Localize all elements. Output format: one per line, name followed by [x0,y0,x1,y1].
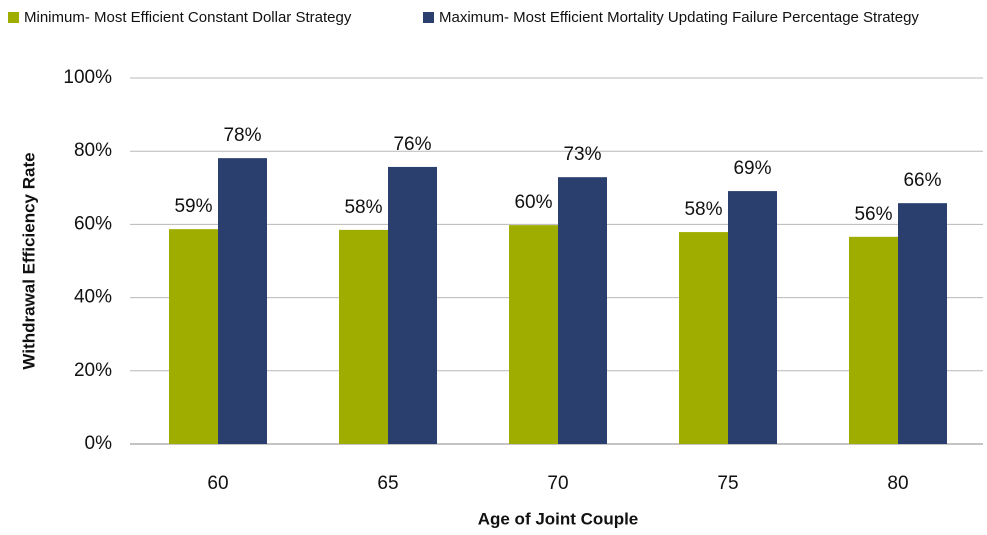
x-tick-label: 70 [547,473,568,494]
bar [509,225,558,444]
value-label: 58% [344,197,382,218]
value-label: 59% [174,196,212,217]
y-tick-label: 100% [63,67,112,88]
bar [169,229,218,444]
bar [898,203,947,444]
y-tick-label: 60% [74,213,112,234]
bar [849,236,898,444]
value-label: 58% [684,199,722,220]
bar [218,158,267,445]
value-label: 60% [514,192,552,213]
x-tick-label: 60 [207,473,228,494]
y-tick-label: 0% [85,433,113,454]
value-label: 76% [393,134,431,155]
x-axis-title: Age of Joint Couple [478,509,639,528]
y-tick-label: 80% [74,140,112,161]
x-tick-label: 75 [717,473,738,494]
x-tick-label: 65 [377,473,398,494]
value-label: 73% [563,144,601,165]
x-tick-label: 80 [887,473,908,494]
bar [388,166,437,445]
y-tick-label: 20% [74,360,112,381]
y-axis-title: Withdrawal Efficiency Rate [19,152,38,369]
value-label: 69% [733,158,771,179]
legend-swatch [8,12,19,23]
legend-swatch [423,12,434,23]
legend-label: Minimum- Most Efficient Constant Dollar … [24,9,352,26]
legend-label: Maximum- Most Efficient Mortality Updati… [439,9,919,26]
bar [558,177,607,444]
y-tick-label: 40% [74,287,112,308]
bar [679,232,728,444]
value-label: 56% [854,204,892,225]
value-label: 66% [903,170,941,191]
bar [728,191,777,444]
value-label: 78% [223,125,261,146]
bar [339,229,388,444]
